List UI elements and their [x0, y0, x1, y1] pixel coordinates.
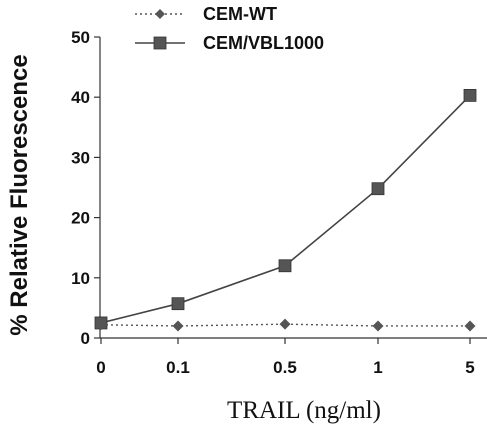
y-tick-label: 10 [71, 269, 90, 288]
data-point [172, 320, 184, 332]
series-line-cem-wt [100, 323, 470, 327]
data-point [278, 259, 292, 273]
legend-marker-cem-vbl1000 [153, 36, 167, 50]
x-tick-label: 0.1 [166, 358, 190, 377]
y-tick-label: 0 [81, 329, 90, 348]
series-line-cem-vbl1000 [100, 94, 471, 324]
y-tick-label: 50 [71, 28, 90, 47]
y-axis-title: % Relative Fluorescence [6, 54, 33, 335]
data-point [463, 88, 477, 102]
legend-label-cem-wt: CEM-WT [203, 4, 277, 24]
legend: CEM-WT CEM/VBL1000 [135, 4, 324, 53]
axes [99, 37, 487, 339]
x-axis-title: TRAIL (ng/ml) [227, 397, 381, 424]
legend-label-cem-vbl1000: CEM/VBL1000 [203, 33, 324, 53]
data-point [95, 319, 107, 331]
x-tick-label: 0 [96, 358, 105, 377]
series-layer [94, 88, 477, 332]
x-tick-label: 5 [465, 358, 474, 377]
x-tick-label: 0.5 [273, 358, 297, 377]
y-tick-label: 30 [71, 148, 90, 167]
data-point [279, 318, 291, 330]
data-point [464, 320, 476, 332]
y-tick-label: 40 [71, 88, 90, 107]
data-point [371, 182, 385, 196]
y-ticks: 0 10 20 30 40 50 [71, 28, 100, 348]
x-tick-label: 1 [373, 358, 382, 377]
legend-marker-cem-wt [155, 9, 165, 19]
data-point [171, 297, 185, 311]
y-tick-label: 20 [71, 209, 90, 228]
x-ticks: 0 0.1 0.5 1 5 [96, 338, 475, 377]
data-point [372, 320, 384, 332]
